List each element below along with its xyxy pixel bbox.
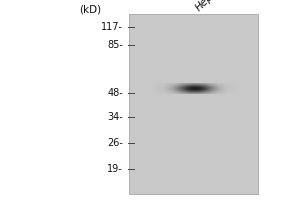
Text: 85-: 85- [107,40,123,50]
Text: (kD): (kD) [79,4,101,14]
Text: 19-: 19- [107,164,123,174]
FancyBboxPatch shape [129,14,258,194]
Text: 34-: 34- [107,112,123,122]
Text: 48-: 48- [107,88,123,98]
Text: 26-: 26- [107,138,123,148]
Text: HepG2: HepG2 [194,0,226,13]
Text: 117-: 117- [101,22,123,32]
